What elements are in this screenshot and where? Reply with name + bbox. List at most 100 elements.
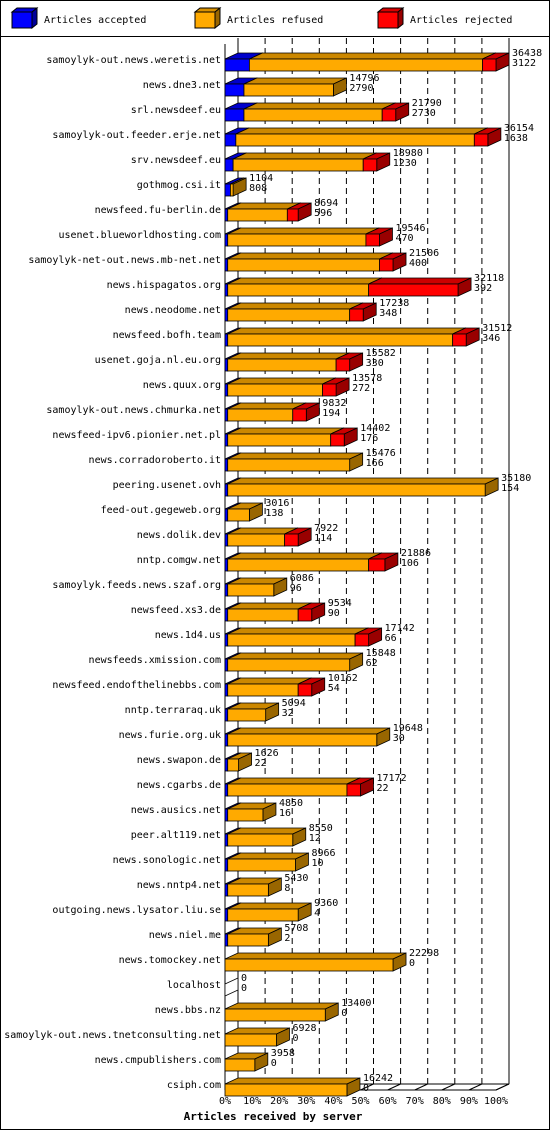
bar-accepted-front <box>224 333 229 347</box>
bar-rejected-front <box>297 608 313 622</box>
bar-rejected-front <box>379 258 394 272</box>
bar-refused-top <box>227 227 380 235</box>
bar-refused-front <box>227 308 351 322</box>
bar-value-refused: 10162 <box>328 673 358 684</box>
bar-refused-front <box>227 333 454 347</box>
bar-refused <box>224 1027 290 1047</box>
bar-refused <box>227 702 280 722</box>
bar-accepted-front <box>224 858 229 872</box>
bar-value-refused: 21506 <box>409 248 439 259</box>
server-label: gothmog.csi.it <box>137 180 221 191</box>
server-label: newsfeed.bofh.team <box>113 330 221 341</box>
bar-refused-front <box>243 83 334 97</box>
x-axis-title: Articles received by server <box>184 1110 363 1123</box>
bar-value-refused: 6086 <box>290 573 314 584</box>
x-tick-label: 0% <box>219 1096 231 1107</box>
bar-value-refused: 9832 <box>322 398 346 409</box>
server-label: newsfeed.endofthelinebbs.com <box>52 680 221 691</box>
legend-swatch <box>11 11 33 29</box>
bar-value-refused: 17238 <box>379 298 409 309</box>
server-label: samoylyk-out.news.chmurka.net <box>46 405 221 416</box>
bar-value-accepted: 54 <box>328 683 340 694</box>
bar-value-refused: 15582 <box>366 348 396 359</box>
bar-value-refused: 22298 <box>409 948 439 959</box>
legend-item: Articles refused <box>193 6 323 30</box>
bar-accepted-front <box>224 458 229 472</box>
legend-label: Articles accepted <box>44 15 146 26</box>
bar-refused-front <box>227 883 269 897</box>
bar-refused-top <box>227 302 363 310</box>
bar-refused <box>227 452 364 472</box>
bar-refused <box>243 102 396 122</box>
bar-rejected <box>354 627 383 647</box>
server-label: peering.usenet.ovh <box>113 480 221 491</box>
bar-accepted-front <box>224 808 229 822</box>
server-label: news.corradoroberto.it <box>89 455 221 466</box>
bar-refused-top <box>227 252 393 260</box>
bar-refused <box>227 777 361 797</box>
bar-rejected-front <box>322 383 337 397</box>
bar-value-accepted: 2730 <box>412 108 436 119</box>
bar-refused-front <box>227 433 332 447</box>
bar-refused <box>224 1052 269 1072</box>
bar-value-refused: 19546 <box>395 223 425 234</box>
server-label: news.dne3.net <box>143 80 221 91</box>
bar-value-refused: 13400 <box>341 998 371 1009</box>
bar-refused <box>227 477 499 497</box>
bar-rejected-front <box>335 358 351 372</box>
bar-value-accepted: 2790 <box>349 83 373 94</box>
server-label: news.neodome.net <box>125 305 221 316</box>
bar-rejected-front <box>330 433 345 447</box>
bar-refused <box>230 177 247 197</box>
bar-refused-front <box>235 133 475 147</box>
bar-value-refused: 15476 <box>366 448 396 459</box>
bar-accepted-front <box>224 483 229 497</box>
bar-refused <box>227 602 312 622</box>
bar-refused-front <box>224 1033 277 1047</box>
bar-rejected <box>297 677 326 697</box>
bar-rejected-front <box>349 308 364 322</box>
x-tick-mark <box>468 1083 483 1091</box>
server-label: newsfeed.xs3.de <box>131 605 221 616</box>
bar-value-refused: 31512 <box>482 323 512 334</box>
bar-refused-front <box>227 533 286 547</box>
bar-rejected <box>330 427 358 447</box>
bar-rejected <box>286 202 312 222</box>
bar-refused-front <box>227 558 370 572</box>
bar-value-accepted: 1638 <box>504 133 528 144</box>
bar-value-refused: 9534 <box>328 598 352 609</box>
bar-rejected <box>362 152 391 172</box>
bar-refused-top <box>249 52 496 60</box>
bar-value-refused: 1626 <box>255 748 279 759</box>
bar-refused-front <box>227 683 299 697</box>
legend-label: Articles rejected <box>410 15 512 26</box>
x-tick-mark <box>414 1083 428 1091</box>
server-label: nntp.comgw.net <box>137 555 221 566</box>
bar-value-accepted: 596 <box>314 208 332 219</box>
bar-rejected <box>322 377 350 397</box>
bar-refused-front <box>227 233 367 247</box>
bar-value-accepted: 114 <box>314 533 332 544</box>
bar-refused <box>227 652 364 672</box>
server-label: srv.newsdeef.eu <box>131 155 221 166</box>
bar-rejected-front <box>482 58 497 72</box>
bar-refused-top <box>227 377 336 385</box>
bar-rejected <box>452 327 480 347</box>
bar-accepted-front <box>224 708 229 722</box>
bar-refused-front <box>227 783 348 797</box>
bar-refused-top <box>224 1002 339 1010</box>
bar-rejected-front <box>292 408 307 422</box>
bar-value-refused: 36154 <box>504 123 534 134</box>
